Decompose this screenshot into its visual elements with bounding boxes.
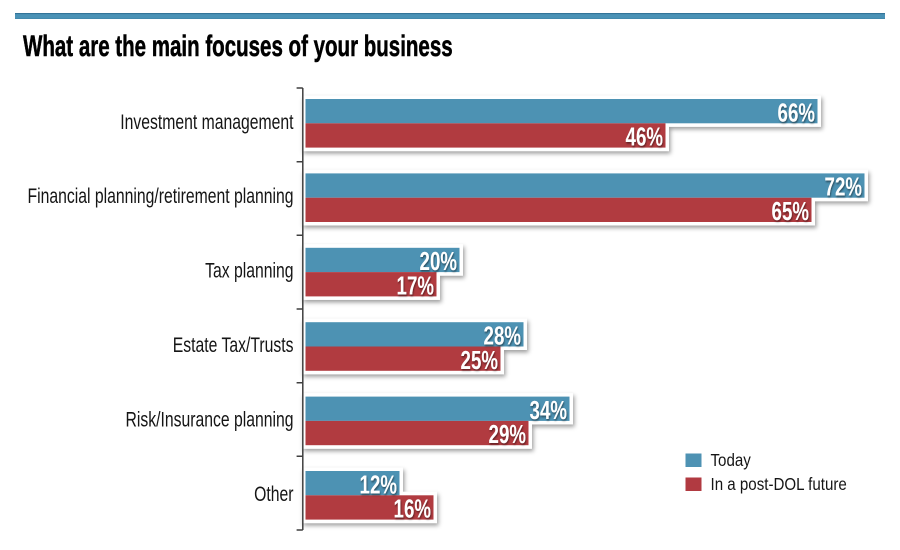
svg-text:25%: 25% <box>461 345 498 375</box>
svg-text:72%: 72% <box>825 172 862 202</box>
svg-text:66%: 66% <box>778 97 815 127</box>
svg-text:17%: 17% <box>397 270 434 300</box>
svg-text:29%: 29% <box>489 419 526 449</box>
svg-text:In a post-DOL future: In a post-DOL future <box>711 474 847 495</box>
svg-text:28%: 28% <box>484 320 521 350</box>
svg-text:34%: 34% <box>530 395 567 425</box>
svg-text:Estate Tax/Trusts: Estate Tax/Trusts <box>173 333 294 357</box>
svg-text:16%: 16% <box>394 493 431 523</box>
svg-text:Other: Other <box>254 482 293 506</box>
svg-text:Tax planning: Tax planning <box>205 258 293 282</box>
svg-text:46%: 46% <box>626 121 663 151</box>
svg-text:12%: 12% <box>360 469 397 499</box>
svg-text:Today: Today <box>711 450 752 471</box>
svg-text:What are the main focuses of y: What are the main focuses of your busine… <box>23 30 453 63</box>
svg-text:Risk/Insurance planning: Risk/Insurance planning <box>126 407 294 431</box>
svg-text:20%: 20% <box>420 246 457 276</box>
svg-text:Financial planning/retirement: Financial planning/retirement planning <box>28 184 294 208</box>
svg-text:Investment management: Investment management <box>120 110 294 134</box>
svg-text:65%: 65% <box>772 196 809 226</box>
